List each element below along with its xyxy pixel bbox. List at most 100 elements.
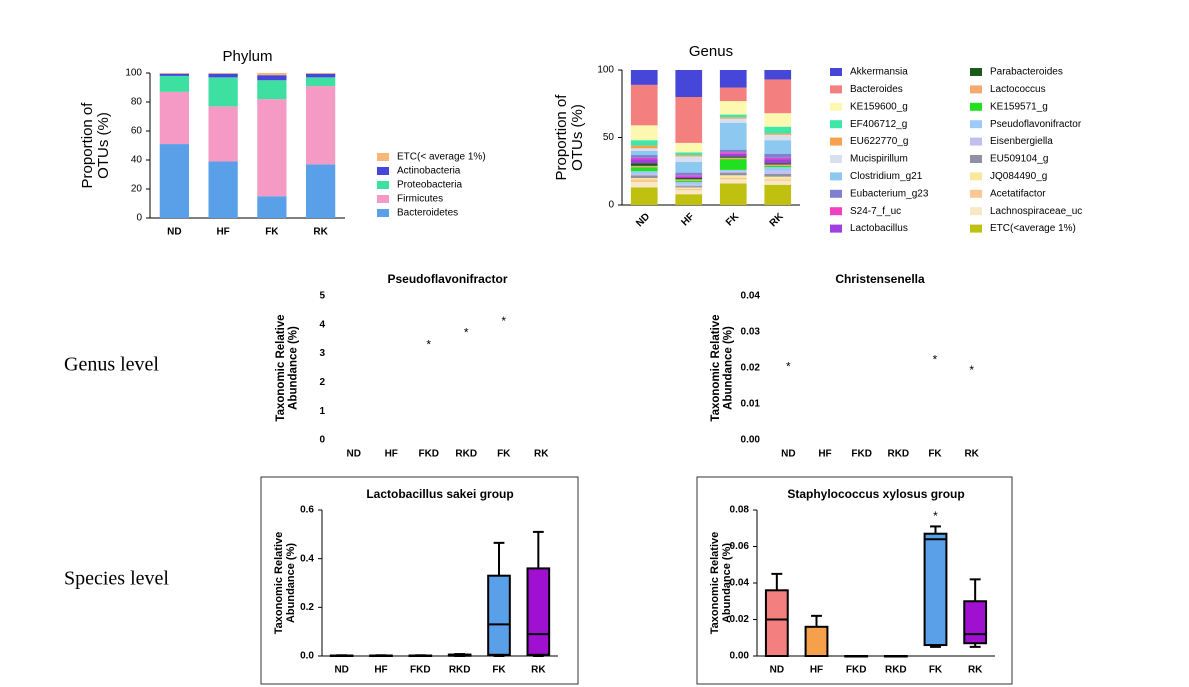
bar-segment — [630, 163, 658, 166]
bar-segment — [675, 190, 703, 195]
legend-label: ETC(<average 1%) — [990, 223, 1076, 234]
x-tick-label: HF — [810, 665, 823, 676]
y-tick-label: 0 — [608, 200, 614, 211]
bar-segment — [675, 188, 703, 191]
bar-segment — [306, 86, 336, 165]
legend-label: S24-7_f_uc — [850, 206, 901, 217]
y-tick-label: 40 — [131, 155, 143, 166]
bar-segment — [675, 178, 703, 180]
bar-segment — [719, 156, 747, 158]
legend-label: Clostridium_g21 — [850, 171, 923, 182]
y-tick-label: 0.02 — [741, 363, 761, 374]
bar-segment — [719, 183, 747, 205]
x-tick-label: FKD — [410, 665, 431, 676]
bar-segment — [630, 125, 658, 141]
y-axis-label: Taxonomic Relative — [275, 314, 287, 421]
x-tick-label: ND — [347, 449, 361, 460]
bar-segment — [675, 70, 703, 97]
y-tick-label: 0.06 — [730, 541, 750, 552]
chart-title: Genus — [689, 43, 733, 60]
bar-segment — [675, 176, 703, 178]
bar-segment — [630, 145, 658, 149]
y-tick-label: 0.00 — [730, 651, 750, 662]
legend-label: Akkermansia — [850, 67, 908, 78]
bar-segment — [630, 165, 658, 168]
x-tick-label: FK — [492, 665, 506, 676]
legend-label: EU509104_g — [990, 154, 1048, 165]
chart-title: Staphylococcus xylosus group — [787, 487, 964, 501]
bar-segment — [675, 180, 703, 183]
legend-swatch — [377, 195, 389, 203]
legend-label: Lachnospiraceae_uc — [990, 206, 1082, 217]
y-axis-label: Taxonomic Relative — [273, 532, 285, 635]
bar-segment — [630, 70, 658, 85]
x-tick-label: RK — [313, 227, 328, 238]
y-tick-label: 0 — [136, 213, 142, 224]
x-tick-label: RK — [964, 449, 979, 460]
bar-segment — [159, 75, 189, 92]
bar-segment — [764, 179, 792, 181]
y-axis-label: OTUs (%) — [95, 112, 112, 179]
bar-segment — [630, 182, 658, 188]
chart-title: Lactobacillus sakei group — [366, 487, 513, 501]
legend-label: KE159600_g — [850, 101, 908, 112]
bar-segment — [764, 79, 792, 114]
legend-swatch — [377, 181, 389, 189]
bar-segment — [257, 75, 287, 81]
bar-segment — [630, 157, 658, 160]
box — [923, 532, 948, 647]
bar-segment — [630, 173, 658, 176]
bar-segment — [675, 161, 703, 173]
bar-segment — [630, 155, 658, 158]
x-tick-label: HF — [818, 449, 831, 460]
bar-segment — [719, 152, 747, 154]
y-axis-label: Abundance (%) — [285, 543, 297, 623]
box — [487, 574, 511, 656]
legend-swatch — [970, 207, 982, 216]
bar-segment — [257, 99, 287, 197]
legend-label: ETC(< average 1%) — [397, 152, 486, 163]
legend-swatch — [970, 85, 982, 94]
y-tick-label: 60 — [131, 126, 143, 137]
bar-segment — [719, 157, 747, 160]
panel-frame — [260, 476, 579, 685]
bar-segment — [630, 167, 658, 172]
bar-segment — [675, 142, 703, 153]
y-tick-label: 4 — [319, 319, 325, 330]
legend-label: JQ084490_g — [990, 171, 1047, 182]
bar-segment — [257, 73, 287, 76]
asterisk: * — [426, 337, 431, 351]
y-tick-label: 0.02 — [730, 614, 750, 625]
legend-swatch — [830, 207, 842, 216]
row-label: Genus level — [64, 354, 159, 376]
asterisk: * — [501, 314, 506, 328]
bar-segment — [719, 169, 747, 172]
y-tick-label: 0.4 — [300, 553, 314, 564]
bar-segment — [306, 73, 336, 74]
bar-segment — [208, 73, 238, 74]
x-tick-label: RK — [534, 449, 549, 460]
bar-segment — [630, 148, 658, 151]
bar-segment — [719, 179, 747, 184]
bar-segment — [675, 187, 703, 189]
bar-segment — [675, 186, 703, 188]
bar-segment — [719, 117, 747, 119]
y-axis-label: Taxonomic Relative — [710, 314, 722, 421]
legend-label: EU622770_g — [850, 136, 908, 147]
bar-segment — [719, 70, 747, 88]
bar-segment — [630, 175, 658, 178]
legend-label: Firmicutes — [397, 194, 443, 205]
y-tick-label: 5 — [319, 291, 325, 302]
x-tick-label: RKD — [449, 665, 471, 676]
bar-segment — [764, 164, 792, 166]
x-tick-label: FK — [929, 665, 943, 676]
bar-segment — [719, 118, 747, 123]
bar-segment — [764, 134, 792, 141]
bar-segment — [764, 180, 792, 185]
x-tick-label: RKD — [885, 665, 907, 676]
legend-swatch — [830, 224, 842, 233]
bar-segment — [257, 196, 287, 218]
legend-label: Lactococcus — [990, 84, 1046, 95]
legend-swatch — [970, 172, 982, 181]
bar-segment — [719, 172, 747, 176]
